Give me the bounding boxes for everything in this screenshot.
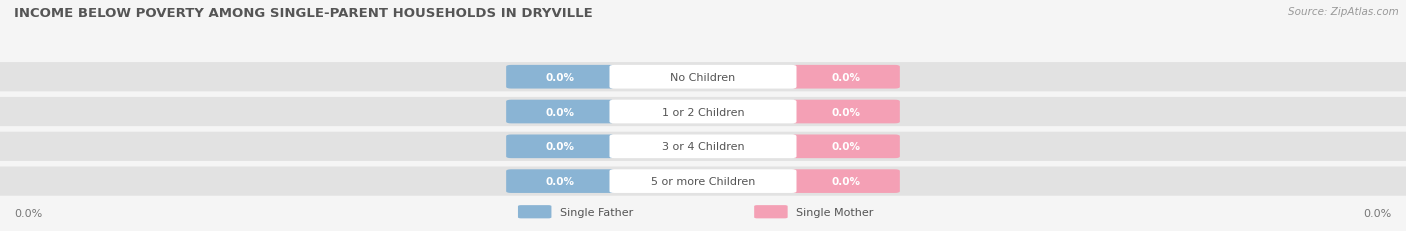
FancyBboxPatch shape xyxy=(792,135,900,158)
FancyBboxPatch shape xyxy=(506,170,614,193)
Text: 0.0%: 0.0% xyxy=(14,208,42,218)
FancyBboxPatch shape xyxy=(792,100,900,124)
Text: 5 or more Children: 5 or more Children xyxy=(651,176,755,186)
Text: 0.0%: 0.0% xyxy=(831,72,860,82)
Text: Source: ZipAtlas.com: Source: ZipAtlas.com xyxy=(1288,7,1399,17)
FancyBboxPatch shape xyxy=(610,66,796,89)
FancyBboxPatch shape xyxy=(0,167,1406,196)
FancyBboxPatch shape xyxy=(506,66,614,89)
FancyBboxPatch shape xyxy=(517,205,551,218)
Text: 0.0%: 0.0% xyxy=(1364,208,1392,218)
Text: 1 or 2 Children: 1 or 2 Children xyxy=(662,107,744,117)
FancyBboxPatch shape xyxy=(792,66,900,89)
Text: INCOME BELOW POVERTY AMONG SINGLE-PARENT HOUSEHOLDS IN DRYVILLE: INCOME BELOW POVERTY AMONG SINGLE-PARENT… xyxy=(14,7,593,20)
FancyBboxPatch shape xyxy=(0,132,1406,161)
Text: 0.0%: 0.0% xyxy=(546,176,575,186)
FancyBboxPatch shape xyxy=(792,170,900,193)
FancyBboxPatch shape xyxy=(610,100,796,124)
Text: Single Mother: Single Mother xyxy=(796,207,875,217)
FancyBboxPatch shape xyxy=(610,170,796,193)
FancyBboxPatch shape xyxy=(754,205,787,218)
Text: 0.0%: 0.0% xyxy=(831,176,860,186)
Text: 0.0%: 0.0% xyxy=(546,107,575,117)
FancyBboxPatch shape xyxy=(610,135,796,158)
FancyBboxPatch shape xyxy=(506,100,614,124)
Text: No Children: No Children xyxy=(671,72,735,82)
Text: 0.0%: 0.0% xyxy=(546,142,575,152)
Text: 0.0%: 0.0% xyxy=(546,72,575,82)
FancyBboxPatch shape xyxy=(0,63,1406,92)
FancyBboxPatch shape xyxy=(0,97,1406,127)
Text: 3 or 4 Children: 3 or 4 Children xyxy=(662,142,744,152)
Text: 0.0%: 0.0% xyxy=(831,142,860,152)
FancyBboxPatch shape xyxy=(506,135,614,158)
Text: Single Father: Single Father xyxy=(560,207,634,217)
Text: 0.0%: 0.0% xyxy=(831,107,860,117)
